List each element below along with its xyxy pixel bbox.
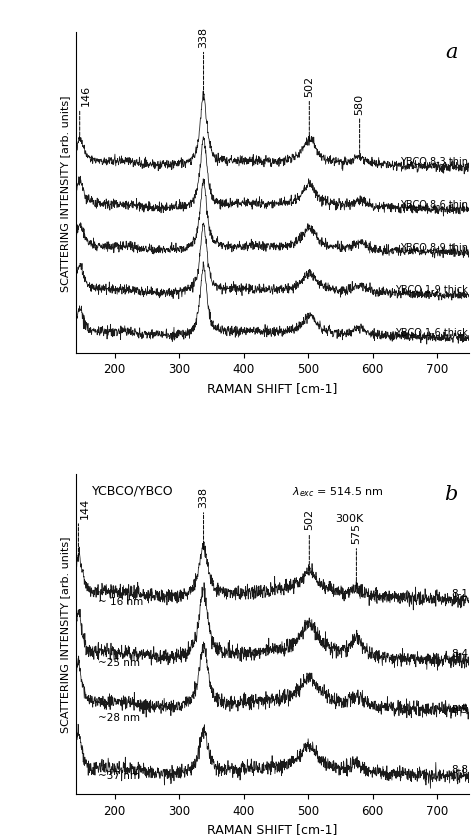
Text: ~ 16 nm: ~ 16 nm [99,596,144,606]
Text: YBCO 8-6 thin: YBCO 8-6 thin [400,200,468,210]
Text: b: b [444,484,457,503]
Text: 502: 502 [304,76,314,97]
Text: 502: 502 [304,508,314,530]
Text: ~25 nm: ~25 nm [99,657,140,667]
Text: 338: 338 [199,487,209,507]
Text: 575: 575 [351,522,361,543]
Text: YCBCO/YBCO: YCBCO/YBCO [91,484,173,497]
Text: ~37 nm: ~37 nm [99,770,140,780]
Text: $\lambda_{exc}$ = 514.5 nm: $\lambda_{exc}$ = 514.5 nm [292,484,384,498]
Text: 8-1: 8-1 [451,588,468,598]
Text: ~28 nm: ~28 nm [99,712,140,722]
Text: 144: 144 [80,497,90,518]
Y-axis label: SCATTERING INTENSITY [arb. units]: SCATTERING INTENSITY [arb. units] [60,536,70,732]
Text: YBCO 8-9 thin: YBCO 8-9 thin [400,242,468,252]
Text: YBCO 1-9 thick: YBCO 1-9 thick [395,285,468,295]
Y-axis label: SCATTERING INTENSITY [arb. units]: SCATTERING INTENSITY [arb. units] [60,95,70,292]
Text: a: a [445,43,457,62]
Text: YBCO 8-3 thin: YBCO 8-3 thin [400,157,468,167]
Text: 338: 338 [199,28,209,48]
Text: 8-4: 8-4 [451,649,468,659]
X-axis label: RAMAN SHIFT [cm-1]: RAMAN SHIFT [cm-1] [207,823,338,835]
Text: 300K: 300K [336,513,364,522]
Text: YBCO 1-6 thick: YBCO 1-6 thick [395,328,468,338]
Text: 580: 580 [355,94,365,115]
Text: 146: 146 [81,84,91,106]
Text: 8-8: 8-8 [451,764,468,774]
X-axis label: RAMAN SHIFT [cm-1]: RAMAN SHIFT [cm-1] [207,381,338,395]
Text: 8-5: 8-5 [451,704,468,714]
